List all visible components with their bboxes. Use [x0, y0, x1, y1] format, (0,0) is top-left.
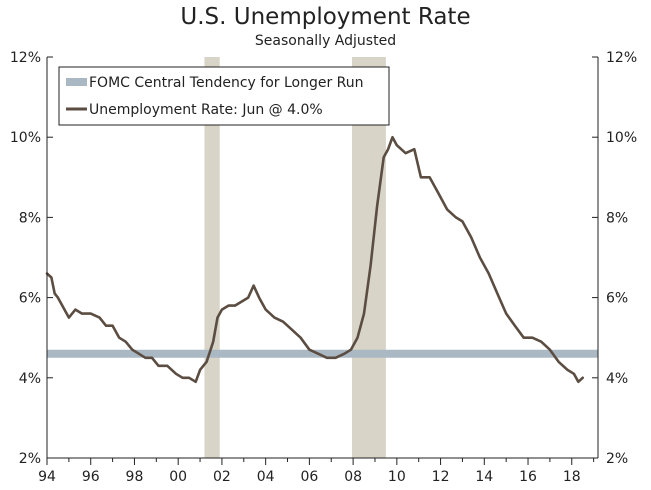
line-layer [45, 135, 585, 384]
chart-title: U.S. Unemployment Rate [180, 4, 471, 30]
y-tick-label-left: 8% [19, 210, 41, 226]
x-tick-label: 08 [344, 469, 362, 485]
y-tick-label-right: 10% [606, 130, 637, 146]
y-tick-label-right: 4% [606, 371, 628, 387]
x-tick-label: 06 [300, 469, 318, 485]
x-tick-label: 94 [38, 469, 56, 485]
y-tick-label-left: 10% [10, 130, 41, 146]
legend-label-band: FOMC Central Tendency for Longer Run [89, 75, 364, 91]
chart-subtitle: Seasonally Adjusted [254, 33, 397, 49]
y-tick-label-right: 12% [606, 50, 637, 66]
y-tick-label-right: 6% [606, 291, 628, 307]
x-tick-label: 96 [82, 469, 100, 485]
x-tick-label: 16 [519, 469, 537, 485]
x-tick-label: 04 [257, 469, 275, 485]
axis-layer: 2% 2% 4% 4% 6% 6% 8% 8% 10% 10% 12% 12% 94 96 98 00 02 04… [10, 50, 637, 485]
y-tick-label-left: 6% [19, 291, 41, 307]
legend: FOMC Central Tendency for Longer Run Une… [58, 66, 390, 126]
y-tick-label-right: 2% [606, 451, 628, 467]
y-tick-label-right: 8% [606, 210, 628, 226]
y-tick-label-left: 12% [10, 50, 41, 66]
x-tick-label: 98 [126, 469, 144, 485]
series-line-unemployment [45, 135, 585, 384]
y-tick-label-left: 2% [19, 451, 41, 467]
x-tick-label: 12 [432, 469, 450, 485]
x-tick-label: 18 [563, 469, 581, 485]
legend-box [58, 66, 390, 126]
x-tick-label: 00 [169, 469, 187, 485]
legend-label-line: Unemployment Rate: Jun @ 4.0% [89, 102, 323, 118]
x-tick-label: 02 [213, 469, 231, 485]
x-tick-label: 14 [475, 469, 493, 485]
y-tick-label-left: 4% [19, 371, 41, 387]
x-tick-label: 10 [388, 469, 406, 485]
